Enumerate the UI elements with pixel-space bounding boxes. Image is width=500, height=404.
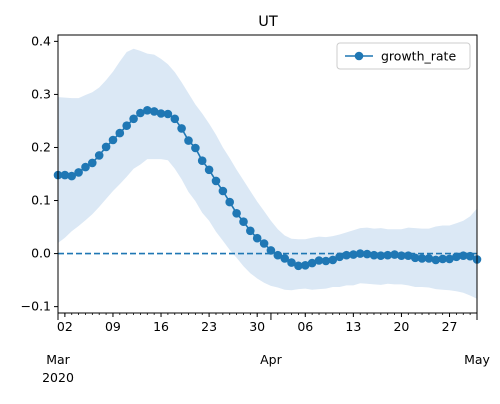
data-point xyxy=(259,239,269,248)
data-point xyxy=(459,251,468,260)
data-point xyxy=(266,246,276,255)
x-tick-label: 06 xyxy=(297,319,313,334)
data-point xyxy=(170,114,180,124)
data-point xyxy=(67,171,76,181)
data-point xyxy=(369,250,379,260)
data-point xyxy=(60,170,70,180)
data-point xyxy=(163,109,173,119)
data-point xyxy=(321,256,331,266)
data-point xyxy=(424,254,434,263)
data-point xyxy=(404,251,413,260)
data-point xyxy=(218,186,228,196)
data-point xyxy=(452,252,461,262)
chart-title: UT xyxy=(258,14,278,30)
data-point xyxy=(397,251,406,260)
data-point xyxy=(273,250,283,260)
data-point xyxy=(390,250,399,259)
legend-marker-swatch xyxy=(354,51,364,61)
data-point xyxy=(301,261,310,270)
data-point xyxy=(376,251,386,260)
y-tick-label: 0.3 xyxy=(31,86,51,101)
data-point xyxy=(204,165,214,175)
legend: growth_rate xyxy=(336,42,471,70)
y-tick-label: −0.1 xyxy=(21,299,51,314)
data-point xyxy=(191,143,200,153)
data-point xyxy=(239,217,248,226)
data-point xyxy=(465,251,475,261)
y-tick-label: 0.4 xyxy=(31,33,51,48)
x-tick-label: 27 xyxy=(442,319,458,334)
data-point xyxy=(349,250,358,259)
data-point xyxy=(143,106,152,115)
data-point xyxy=(445,254,454,264)
x-tick-label: 13 xyxy=(345,319,361,334)
data-point xyxy=(280,254,290,263)
x-tick-label: 30 xyxy=(249,319,265,334)
data-point xyxy=(417,254,427,263)
data-point xyxy=(438,254,448,264)
y-tick-label: 0.0 xyxy=(31,246,51,261)
data-point xyxy=(211,176,221,186)
x-month-label: Apr xyxy=(260,352,282,367)
data-point xyxy=(287,258,296,267)
data-point xyxy=(342,250,351,260)
y-tick-label: 0.1 xyxy=(31,193,51,208)
data-point xyxy=(184,136,193,145)
data-point xyxy=(328,255,338,265)
data-point xyxy=(197,156,207,165)
x-month-label: Mar xyxy=(46,352,70,367)
data-point xyxy=(232,209,241,218)
y-tick-label: 0.2 xyxy=(31,139,51,154)
data-point xyxy=(335,252,344,262)
legend-box xyxy=(336,42,471,70)
x-tick-label: 09 xyxy=(105,319,121,334)
data-point xyxy=(129,114,138,124)
data-point xyxy=(362,249,372,259)
data-point xyxy=(252,233,262,243)
x-tick-label: 23 xyxy=(201,319,217,334)
axes-frame xyxy=(57,34,478,314)
data-point xyxy=(149,107,159,116)
data-point xyxy=(81,162,90,172)
data-point xyxy=(431,255,441,265)
x-tick-label: 16 xyxy=(153,319,169,334)
data-point xyxy=(115,128,125,138)
data-point xyxy=(355,249,365,258)
x-tick-label: 20 xyxy=(393,319,409,334)
data-point xyxy=(410,253,420,263)
data-point xyxy=(122,121,131,130)
data-point xyxy=(225,197,234,207)
data-point xyxy=(108,135,118,145)
x-tick-label: 02 xyxy=(57,319,73,334)
data-point xyxy=(94,151,104,160)
data-point xyxy=(74,168,83,177)
data-point xyxy=(177,124,186,133)
data-point xyxy=(88,158,97,168)
x-month-label: 2020 xyxy=(42,370,74,385)
data-point xyxy=(314,256,324,265)
data-point xyxy=(246,226,255,236)
data-point xyxy=(294,261,303,271)
data-point xyxy=(307,258,317,268)
data-point xyxy=(136,108,145,118)
data-point xyxy=(156,109,166,118)
data-point xyxy=(101,142,111,152)
axes: −0.1 0.0 0.1 0.2 0.3 0.4 02 09 16 23 30 06 13 20 27 Mar… xyxy=(21,33,491,385)
x-month-label: May xyxy=(464,352,490,367)
legend-label-growth-rate: growth_rate xyxy=(381,49,456,64)
data-point xyxy=(383,250,393,260)
plot-area xyxy=(53,48,482,299)
